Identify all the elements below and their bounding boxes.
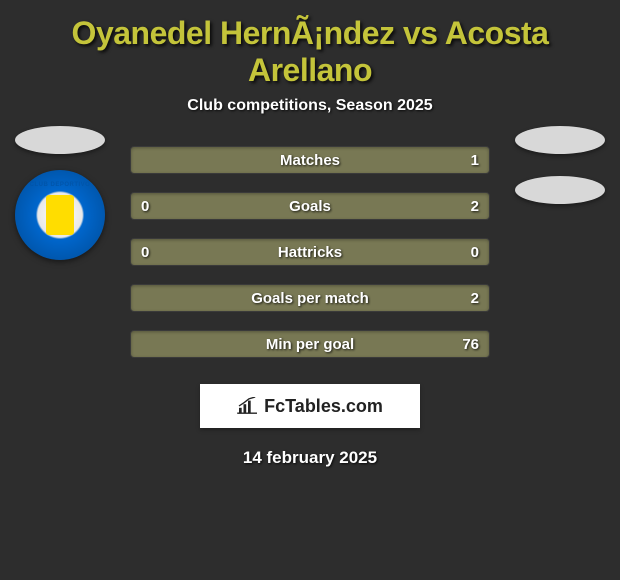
player-left-placeholder-1 [15,126,105,154]
stat-label: Hattricks [278,244,342,261]
stat-bar: Min per goal 76 [130,330,490,358]
stat-label: Matches [280,152,340,169]
branding-box[interactable]: FcTables.com [200,384,420,428]
comparison-subtitle: Club competitions, Season 2025 [0,97,620,115]
stat-row: Min per goal 76 [10,329,610,359]
stat-value-left: 0 [141,198,149,215]
club-badge-label: CLUB DEPORTIVO [30,182,91,188]
stat-value-right: 2 [471,198,479,215]
stat-value-right: 76 [462,336,479,353]
club-badge-inner-icon [46,195,74,235]
stat-bar: Goals per match 2 [130,284,490,312]
stat-value-right: 0 [471,244,479,261]
stat-bar: 0 Hattricks 0 [130,238,490,266]
stat-bar: Matches 1 [130,146,490,174]
date-text: 14 february 2025 [0,448,620,468]
player-right-placeholder-2 [515,176,605,204]
stat-bar: 0 Goals 2 [130,192,490,220]
chart-icon [237,397,259,415]
stat-label: Goals [289,198,331,215]
comparison-title: Oyanedel HernÃ¡ndez vs Acosta Arellano [0,0,620,97]
branding-label: FcTables.com [264,396,383,417]
stat-value-right: 2 [471,290,479,307]
stat-label: Goals per match [251,290,369,307]
stat-label: Min per goal [266,336,354,353]
stat-row: Goals per match 2 [10,283,610,313]
branding-text: FcTables.com [237,396,383,417]
stat-value-left: 0 [141,244,149,261]
club-badge-left: CLUB DEPORTIVO [15,170,105,260]
player-right-placeholder-1 [515,126,605,154]
stat-value-right: 1 [471,152,479,169]
